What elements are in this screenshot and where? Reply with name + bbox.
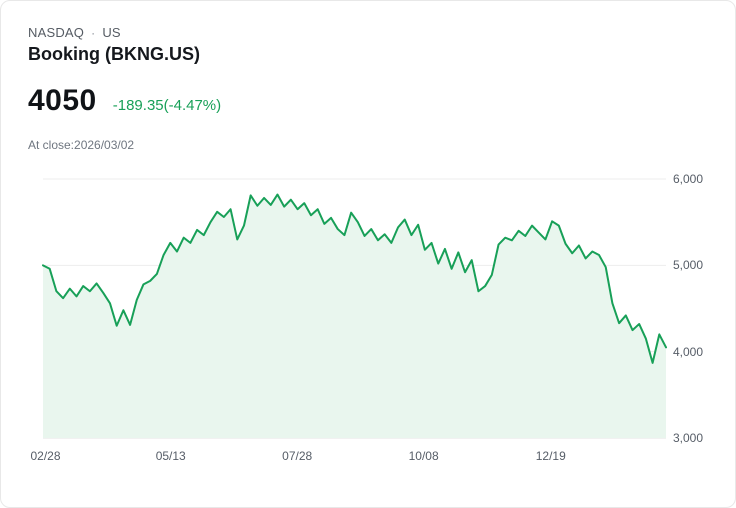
- price-chart-svg[interactable]: [43, 179, 666, 438]
- x-tick-label: 12/19: [535, 449, 566, 463]
- y-tick-label: 4,000: [673, 344, 704, 359]
- x-axis-labels: 02/28 05/13 07/28 10/08 12/19: [30, 449, 666, 465]
- x-tick-label: 07/28: [282, 449, 313, 463]
- close-note: At close:2026/03/02: [28, 138, 135, 152]
- x-tick-label: 05/13: [155, 449, 186, 463]
- price-area-fill: [43, 194, 666, 438]
- x-tick-label: 10/08: [408, 449, 439, 463]
- separator-dot: ·: [91, 25, 96, 40]
- y-tick-label: 6,000: [673, 172, 704, 186]
- x-tick-label: 02/28: [30, 449, 61, 463]
- price-line: [43, 195, 666, 363]
- exchange-line: NASDAQ · US: [28, 25, 121, 40]
- y-axis-labels: 6,000 5,000 4,000 3,000: [673, 172, 733, 445]
- price-row: 4050 -189.35(-4.47%): [28, 84, 221, 118]
- current-price: 4050: [28, 84, 97, 117]
- region-label: US: [102, 25, 121, 40]
- stock-title: Booking (BKNG.US): [28, 44, 200, 64]
- y-tick-label: 5,000: [673, 258, 704, 273]
- exchange-label: NASDAQ: [28, 25, 85, 40]
- y-tick-label: 3,000: [673, 431, 704, 445]
- price-chart[interactable]: [43, 179, 666, 438]
- price-change: -189.35(-4.47%): [112, 97, 222, 114]
